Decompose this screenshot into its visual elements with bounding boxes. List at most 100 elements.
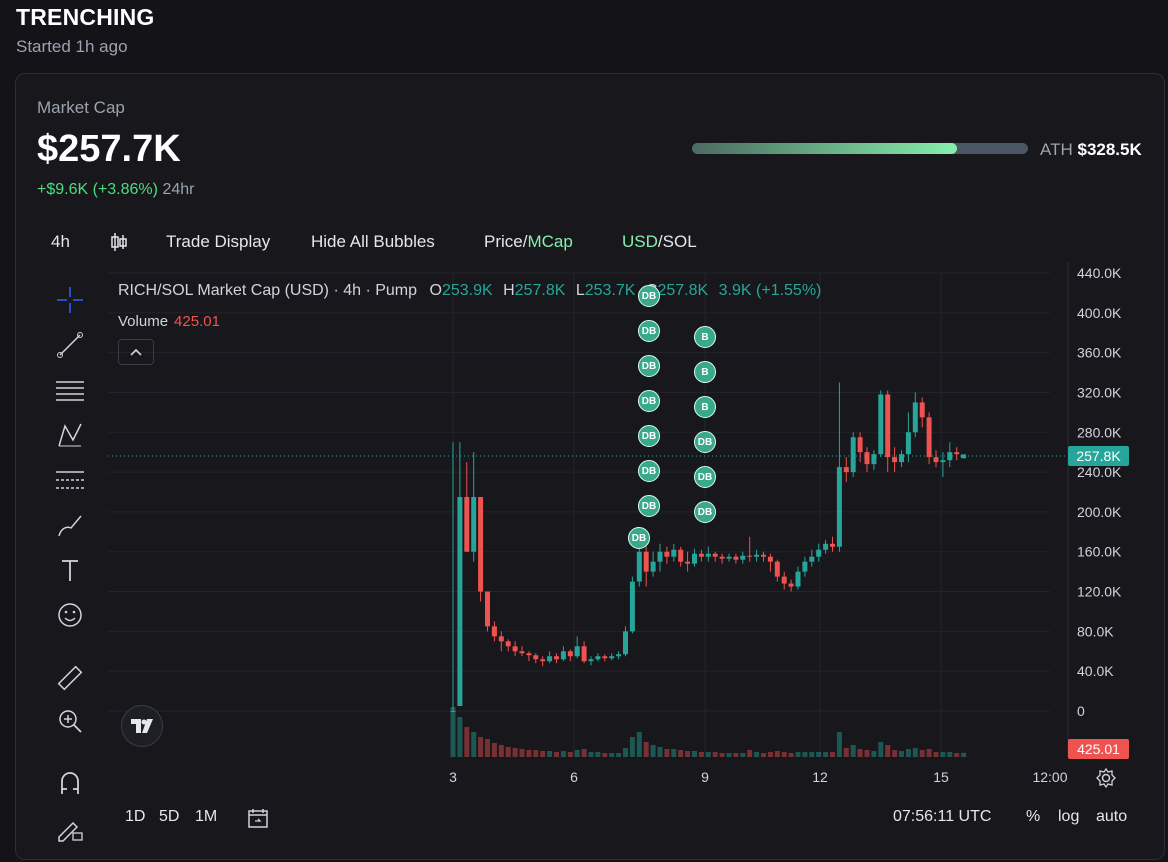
trade-bubble[interactable]: DB <box>694 501 716 523</box>
market-cap-change: +$9.6K (+3.86%) 24hr <box>37 181 194 199</box>
volume-bar <box>664 749 670 757</box>
trade-bubble[interactable]: DB <box>638 460 660 482</box>
range-5d[interactable]: 5D <box>159 808 180 825</box>
volume-bar <box>464 727 470 757</box>
symbol-label[interactable]: RICH/SOL Market Cap (USD) · 4h · Pump <box>118 282 418 299</box>
volume-bar <box>609 753 615 757</box>
lock-draw-icon[interactable] <box>52 810 88 846</box>
range-1d[interactable]: 1D <box>125 808 146 825</box>
candle-body <box>719 556 725 559</box>
candle-type-icon[interactable] <box>108 231 130 262</box>
zoom-icon[interactable] <box>52 703 88 739</box>
hide-bubbles-button[interactable]: Hide All Bubbles <box>311 232 435 251</box>
volume-bar <box>588 752 594 757</box>
crosshair-icon[interactable] <box>52 282 88 318</box>
emoji-icon[interactable] <box>52 597 88 633</box>
trade-bubble[interactable]: DB <box>638 390 660 412</box>
volume-bar <box>671 749 677 757</box>
volume-bar <box>781 752 787 757</box>
market-cap-label: Market Cap <box>37 98 125 117</box>
volume-bar <box>698 752 704 757</box>
y-tick-label: 360.0K <box>1077 345 1122 361</box>
range-1m[interactable]: 1M <box>195 808 218 825</box>
trade-bubble[interactable]: B <box>694 396 716 418</box>
volume-bar <box>912 748 918 757</box>
volume-bar <box>767 752 773 757</box>
candle-body <box>698 553 704 557</box>
candle-body <box>885 394 891 458</box>
volume-bar <box>574 750 580 757</box>
date-range-icon[interactable] <box>246 806 270 835</box>
fib-icon[interactable] <box>52 372 88 408</box>
candle-body <box>733 556 739 560</box>
volume-bar <box>843 748 849 757</box>
candle-body <box>609 656 615 659</box>
volume-bar <box>940 752 946 757</box>
trade-bubble[interactable]: B <box>694 326 716 348</box>
trend-line-icon[interactable] <box>52 327 88 363</box>
volume-bar <box>733 753 739 757</box>
volume-legend: Volume 425.01 <box>118 313 220 330</box>
utc-clock: 07:56:11 UTC <box>893 808 992 825</box>
trade-bubble[interactable]: DB <box>638 320 660 342</box>
trade-bubble[interactable]: DB <box>694 431 716 453</box>
percent-toggle[interactable]: % <box>1026 808 1041 825</box>
volume-bar <box>954 753 960 757</box>
trade-bubble[interactable]: DB <box>638 425 660 447</box>
candle-body <box>595 656 601 660</box>
trade-bubble[interactable]: DB <box>638 355 660 377</box>
candle-body <box>823 543 829 550</box>
candle-body <box>629 581 635 632</box>
sol-option: SOL <box>662 232 697 251</box>
x-tick-label: 12:00 <box>1032 769 1067 785</box>
volume-bar <box>878 742 884 757</box>
volume-bar <box>740 753 746 757</box>
trade-display-button[interactable]: Trade Display <box>166 232 271 251</box>
candle-body <box>623 631 628 655</box>
collapse-legend-button[interactable] <box>118 339 154 365</box>
candle-body <box>830 543 835 547</box>
volume-bar <box>685 751 691 757</box>
trade-bubble[interactable]: DB <box>628 527 650 549</box>
candle-body <box>512 646 518 652</box>
price-mcap-toggle[interactable]: Price/MCap <box>484 228 573 256</box>
log-toggle[interactable]: log <box>1058 808 1080 825</box>
candle-body <box>519 651 525 654</box>
text-icon[interactable] <box>52 552 88 588</box>
trade-bubble[interactable]: DB <box>638 495 660 517</box>
volume-bar <box>892 750 898 757</box>
trade-bubble[interactable]: DB <box>638 285 660 307</box>
volume-bar <box>885 745 891 757</box>
forecast-icon[interactable] <box>52 462 88 498</box>
candle-body <box>781 576 787 584</box>
candle-body <box>905 432 911 455</box>
magnet-icon[interactable] <box>52 765 88 801</box>
candle-body <box>554 656 559 660</box>
pattern-icon[interactable] <box>52 417 88 453</box>
candle-body <box>726 556 732 559</box>
settings-gear-icon[interactable] <box>1095 767 1117 794</box>
ruler-icon[interactable] <box>52 660 88 696</box>
legend-change: 3.9K (+1.55%) <box>718 282 822 299</box>
candle-body <box>712 553 718 557</box>
change-percent: (+3.86%) <box>92 181 158 198</box>
trade-bubble[interactable]: B <box>694 361 716 383</box>
interval-button[interactable]: 4h <box>51 232 70 251</box>
brush-icon[interactable] <box>52 507 88 543</box>
y-tick-label: 240.0K <box>1077 464 1122 480</box>
candle-body <box>919 402 925 418</box>
volume-bar <box>505 747 511 757</box>
currency-toggle[interactable]: USD/SOL <box>622 228 697 256</box>
volume-bar <box>802 752 808 757</box>
volume-bar <box>485 739 490 757</box>
volume-bar <box>533 750 539 757</box>
tradingview-logo[interactable] <box>121 705 163 747</box>
auto-toggle[interactable]: auto <box>1096 808 1128 825</box>
volume-bar <box>788 753 794 757</box>
trade-bubble[interactable]: DB <box>694 466 716 488</box>
volume-bar <box>498 745 504 757</box>
chart-toolbar: 4h Trade Display Hide All Bubbles Price/… <box>0 228 1168 256</box>
candle-body <box>485 591 490 627</box>
candle-body <box>650 561 656 572</box>
